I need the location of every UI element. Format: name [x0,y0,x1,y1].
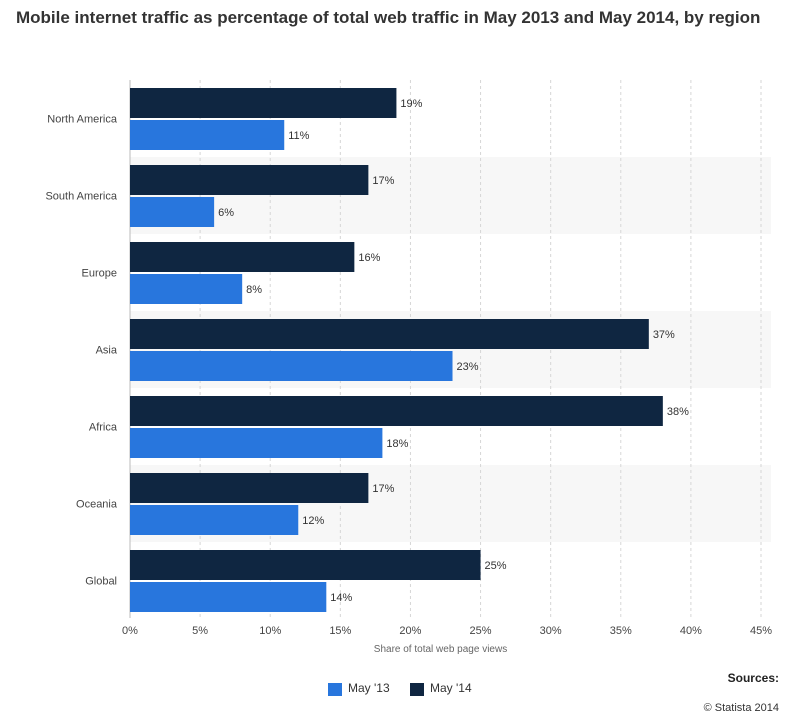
data-label-may-13: 12% [302,515,324,527]
data-label-may-14: 37% [653,329,675,341]
category-label: Oceania [76,499,118,511]
x-tick-label: 0% [122,625,138,637]
category-label: North America [47,114,118,126]
x-tick-label: 5% [192,625,208,637]
sources-link[interactable]: Sources: [727,671,779,685]
data-label-may-13: 11% [288,130,309,142]
data-label-may-13: 8% [246,284,262,296]
data-label-may-14: 17% [372,483,394,495]
bar-may-13 [130,428,383,458]
category-label: Africa [89,422,118,434]
x-tick-label: 20% [399,625,421,637]
bar-may-13 [130,582,327,612]
data-label-may-14: 19% [400,98,422,110]
data-label-may-14: 38% [667,406,689,418]
x-tick-label: 25% [470,625,492,637]
bar-may-14 [130,319,649,349]
data-label-may-14: 16% [358,252,380,264]
chart-title: Mobile internet traffic as percentage of… [16,8,761,27]
bar-may-13 [130,274,243,304]
data-label-may-13: 14% [330,592,352,604]
data-label-may-14: 25% [485,560,507,572]
data-label-may-13: 18% [386,438,408,450]
data-label-may-13: 6% [218,207,234,219]
bar-may-13 [130,197,215,227]
x-tick-label: 10% [259,625,281,637]
bar-may-14 [130,473,369,503]
data-label-may-13: 23% [457,361,479,373]
legend-swatch-may-14 [410,683,424,696]
bar-may-14 [130,550,481,580]
bar-may-14 [130,165,369,195]
x-tick-label: 30% [540,625,562,637]
category-label: Asia [96,345,118,357]
legend-swatch-may-13 [328,683,342,696]
bar-may-14 [130,88,397,118]
data-label-may-14: 17% [372,175,394,187]
bar-may-14 [130,242,355,272]
x-tick-label: 35% [610,625,632,637]
copyright-text: © Statista 2014 [703,702,779,714]
category-label: Global [85,576,117,588]
bar-may-13 [130,505,299,535]
x-tick-label: 15% [329,625,351,637]
bar-may-13 [130,351,453,381]
x-axis-title: Share of total web page views [374,644,507,655]
category-label: South America [45,191,117,203]
bar-may-14 [130,396,663,426]
x-tick-label: 45% [750,625,772,637]
x-tick-label: 40% [680,625,702,637]
legend-label-may-13: May '13 [348,681,390,695]
bar-may-13 [130,120,285,150]
legend-label-may-14: May '14 [430,681,472,695]
category-label: Europe [82,268,117,280]
